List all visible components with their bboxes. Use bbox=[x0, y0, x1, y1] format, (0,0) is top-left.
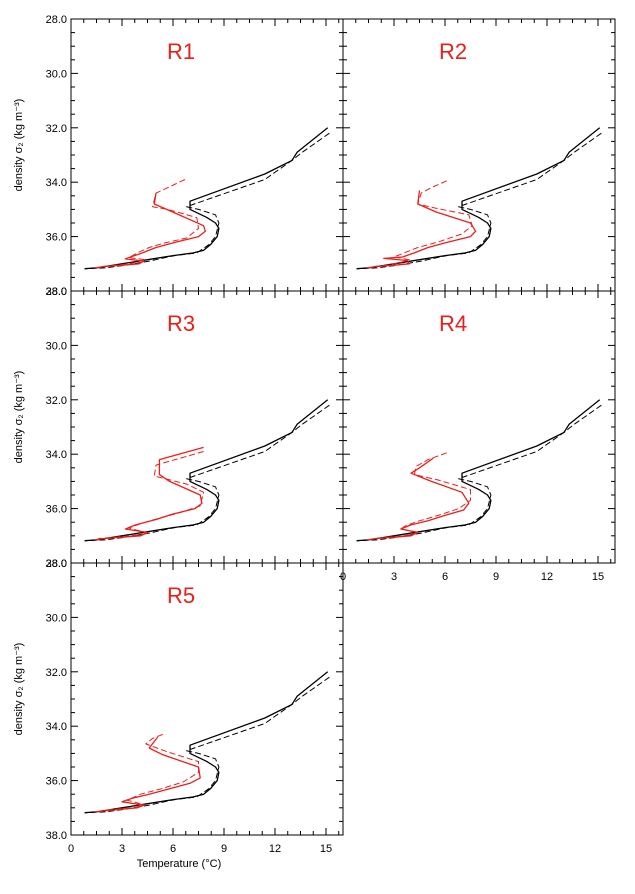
series-black-dashed-line bbox=[84, 132, 330, 270]
y-tick-label: 32.0 bbox=[46, 395, 67, 407]
panel-title: R1 bbox=[167, 39, 195, 64]
series-red-dashed-line bbox=[373, 452, 471, 539]
series-red-dashed-line bbox=[98, 451, 205, 539]
y-tick-label: 36.0 bbox=[46, 232, 67, 244]
series-red-solid-line bbox=[94, 736, 201, 813]
x-tick-label: 0 bbox=[68, 843, 74, 855]
x-tick-label: 12 bbox=[269, 843, 281, 855]
series-black-dashed-line bbox=[356, 132, 602, 270]
panel-title: R3 bbox=[167, 311, 195, 336]
series-black-dashed-line bbox=[356, 404, 602, 542]
y-axis-label: density σ₂ (kg m⁻³) bbox=[13, 371, 25, 464]
series-black-dashed-line bbox=[84, 404, 330, 542]
y-tick-label: 32.0 bbox=[46, 667, 67, 679]
panel-title: R2 bbox=[439, 39, 467, 64]
x-tick-label: 9 bbox=[221, 843, 227, 855]
panel-frame bbox=[70, 18, 344, 292]
y-tick-label: 38.0 bbox=[46, 286, 67, 298]
y-tick-label: 34.0 bbox=[46, 721, 67, 733]
panel-frame bbox=[70, 562, 344, 836]
panel-title: R4 bbox=[439, 311, 467, 336]
y-tick-label: 38.0 bbox=[46, 558, 67, 570]
series-black-solid-line bbox=[84, 127, 329, 270]
y-tick-label: 30.0 bbox=[46, 68, 67, 80]
x-tick-label: 15 bbox=[320, 843, 332, 855]
x-tick-label: 6 bbox=[170, 843, 176, 855]
y-tick-label: 28.0 bbox=[46, 14, 67, 26]
y-tick-label: 36.0 bbox=[46, 776, 67, 788]
y-tick-label: 28.0 bbox=[46, 558, 67, 570]
series-black-solid-line bbox=[356, 399, 601, 542]
series-black-solid-line bbox=[84, 399, 329, 542]
series-black-dashed-line bbox=[84, 676, 330, 814]
panel-r1: 28.0 30.0 32.0 34.0 36.0 38.0 density σ₂ (kg m… bbox=[13, 14, 344, 298]
panel-r5: 28.0 30.0 32.0 34.0 36.0 38.0 density σ₂ (kg m… bbox=[13, 558, 344, 870]
y-tick-label: 38.0 bbox=[46, 830, 67, 842]
y-tick-label: 30.0 bbox=[46, 340, 67, 352]
panel-frame bbox=[70, 290, 344, 564]
y-axis-label: density σ₂ (kg m⁻³) bbox=[13, 643, 25, 736]
series-black-solid-line bbox=[84, 671, 329, 814]
panel-r2: R2 bbox=[342, 18, 616, 292]
series-red-dashed-line bbox=[101, 179, 199, 267]
x-axis-label: Temperature (°C) bbox=[137, 858, 221, 870]
y-tick-label: 34.0 bbox=[46, 449, 67, 461]
y-axis-label: density σ₂ (kg m⁻³) bbox=[13, 99, 25, 192]
x-tick-label: 3 bbox=[119, 843, 125, 855]
x-tick-label: 12 bbox=[541, 571, 553, 583]
x-tick-label: 6 bbox=[442, 571, 448, 583]
y-tick-label: 30.0 bbox=[46, 612, 67, 624]
series-red-dashed-line bbox=[373, 180, 473, 267]
panel-r3: 28.0 30.0 32.0 34.0 36.0 38.0 density σ₂ (kg m… bbox=[13, 286, 344, 570]
series-red-solid-line bbox=[366, 190, 477, 269]
x-tick-label: 15 bbox=[592, 571, 604, 583]
series-black-solid-line bbox=[356, 127, 601, 270]
x-tick-label: 3 bbox=[391, 571, 397, 583]
series-red-dashed-line bbox=[101, 733, 199, 811]
panel-frame bbox=[342, 290, 616, 564]
panel-frame bbox=[342, 18, 616, 292]
x-tick-label: 9 bbox=[493, 571, 499, 583]
series-red-solid-line bbox=[366, 457, 470, 541]
y-tick-label: 34.0 bbox=[46, 177, 67, 189]
y-tick-label: 28.0 bbox=[46, 286, 67, 298]
panel-title: R5 bbox=[167, 583, 195, 608]
y-tick-label: 36.0 bbox=[46, 504, 67, 516]
y-tick-label: 32.0 bbox=[46, 123, 67, 135]
panel-r4: 03691215R4 bbox=[340, 290, 616, 583]
series-red-solid-line bbox=[94, 192, 206, 269]
